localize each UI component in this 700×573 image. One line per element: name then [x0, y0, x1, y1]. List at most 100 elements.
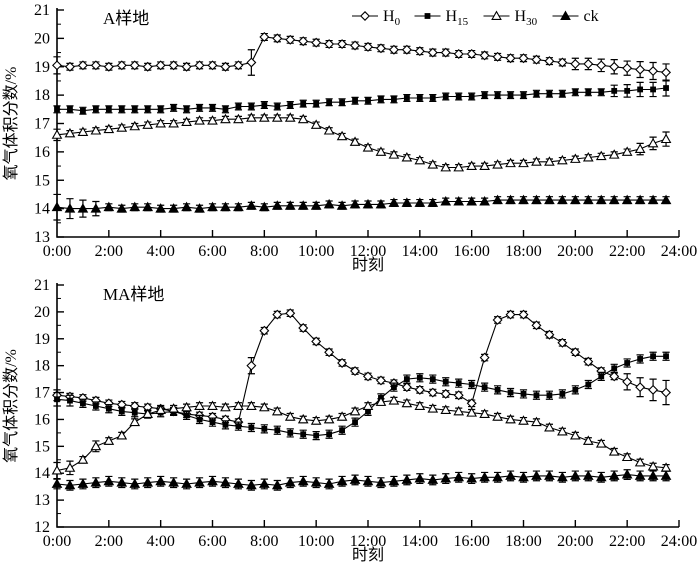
- square-filled-marker: [481, 384, 488, 391]
- triangle-filled-marker: [142, 201, 154, 212]
- series-ck: [51, 193, 672, 221]
- markers-H0: [52, 31, 672, 78]
- triangle-open-marker: [90, 125, 102, 135]
- square-filled-marker: [248, 103, 255, 110]
- square-filled-marker: [352, 419, 358, 426]
- diamond-open-marker: [77, 60, 88, 71]
- triangle-open-marker: [621, 146, 633, 156]
- y-tick-label: 20: [34, 30, 50, 47]
- triangle-open-marker: [116, 122, 128, 132]
- triangle-filled-marker: [168, 203, 179, 213]
- y-tick-label: 19: [34, 331, 50, 348]
- diamond-open-marker: [246, 360, 257, 371]
- triangle-filled-marker: [440, 473, 452, 483]
- triangle-open-marker: [427, 403, 439, 413]
- square-filled-marker: [559, 90, 566, 97]
- square-filled-marker: [196, 104, 203, 111]
- triangle-open-marker: [207, 115, 218, 125]
- triangle-open-marker: [440, 161, 452, 172]
- diamond-open-marker: [311, 336, 322, 347]
- y-tick-label: 17: [34, 116, 50, 133]
- diamond-open-marker: [440, 388, 451, 399]
- triangle-filled-marker: [492, 471, 503, 482]
- triangle-open-marker: [595, 150, 607, 161]
- square-filled-marker: [572, 386, 579, 393]
- triangle-filled-marker: [284, 477, 296, 487]
- square-filled-marker: [650, 353, 656, 360]
- triangle-filled-marker: [323, 198, 335, 209]
- x-tick-label: 2:00: [95, 243, 123, 260]
- triangle-open-marker: [155, 404, 167, 414]
- triangle-filled-marker: [569, 194, 581, 205]
- diamond-open-marker: [661, 387, 672, 398]
- triangle-filled-marker: [181, 478, 192, 488]
- x-tick-label: 0:00: [43, 533, 71, 550]
- triangle-filled-marker: [51, 201, 63, 212]
- triangle-open-marker: [103, 435, 115, 445]
- triangle-filled-marker: [479, 471, 490, 482]
- triangle-open-marker: [336, 411, 348, 421]
- triangle-open-marker: [181, 116, 192, 127]
- diamond-open-marker: [505, 309, 516, 320]
- square-filled-marker: [442, 378, 449, 385]
- triangle-open-marker: [181, 401, 192, 412]
- triangle-filled-marker: [181, 201, 192, 212]
- diamond-open-marker: [609, 61, 620, 72]
- triangle-open-marker: [168, 403, 179, 413]
- square-filled-marker: [339, 427, 345, 434]
- axes: 13 14 15 16 17 18 19 20 21 0:00 2:00 4:00 6:00 8:00 10…: [34, 2, 697, 260]
- triangle-filled-marker: [64, 203, 76, 213]
- square-filled-marker: [507, 389, 514, 396]
- diamond-open-marker: [259, 325, 270, 336]
- diamond-open-marker: [363, 41, 373, 52]
- y-tick-label: 21: [34, 277, 50, 294]
- diamond-open-marker: [531, 54, 542, 65]
- triangle-open-marker: [582, 152, 594, 162]
- triangle-filled-marker: [77, 478, 89, 488]
- diamond-open-marker: [518, 309, 529, 320]
- diamond-open-marker: [388, 44, 399, 55]
- diamond-open-marker: [401, 382, 412, 393]
- chart-panel-MA样地: 12 13 14 15 16 17 18 19 20 21 0:00 2:00 4:00 6:00 8:00…: [2, 277, 697, 564]
- diamond-open-marker: [479, 50, 490, 61]
- triangle-open-marker: [362, 142, 374, 152]
- diamond-open-marker: [544, 329, 555, 340]
- series-H30: [51, 112, 672, 172]
- diamond-open-marker: [207, 60, 218, 71]
- square-filled-marker: [248, 424, 255, 431]
- square-filled-marker: [455, 380, 462, 387]
- square-filled-marker: [403, 95, 410, 101]
- square-filled-marker: [144, 106, 151, 113]
- diamond-open-marker: [427, 387, 438, 398]
- triangle-open-marker: [440, 404, 452, 414]
- markers-H15: [54, 85, 669, 114]
- triangle-open-marker: [505, 413, 516, 424]
- diamond-open-marker: [142, 61, 153, 72]
- diamond-open-marker: [505, 53, 516, 64]
- square-filled-marker: [67, 106, 73, 113]
- markers-H15: [54, 353, 669, 439]
- triangle-filled-marker: [414, 473, 426, 483]
- diamond-open-marker: [583, 58, 594, 69]
- triangle-open-marker: [349, 136, 361, 146]
- diamond-open-marker: [440, 47, 451, 58]
- square-filled-marker: [663, 353, 669, 360]
- triangle-filled-marker: [401, 474, 413, 484]
- triangle-filled-marker: [271, 200, 283, 210]
- triangle-filled-marker: [544, 194, 555, 205]
- square-filled-marker: [429, 95, 436, 101]
- square-filled-marker: [585, 89, 592, 96]
- diamond-open-marker: [168, 60, 179, 71]
- triangle-open-marker: [129, 416, 141, 427]
- triangle-open-marker: [453, 405, 465, 416]
- square-filled-marker: [572, 89, 579, 96]
- triangle-filled-marker: [388, 475, 400, 486]
- square-filled-marker: [170, 104, 177, 111]
- diamond-open-marker: [220, 61, 231, 72]
- triangle-filled-marker: [155, 475, 167, 486]
- square-filled-marker: [455, 93, 462, 100]
- triangle-filled-marker: [258, 201, 270, 212]
- square-filled-marker: [403, 376, 410, 383]
- y-tick-label: 13: [34, 229, 50, 246]
- triangle-open-marker: [310, 119, 322, 129]
